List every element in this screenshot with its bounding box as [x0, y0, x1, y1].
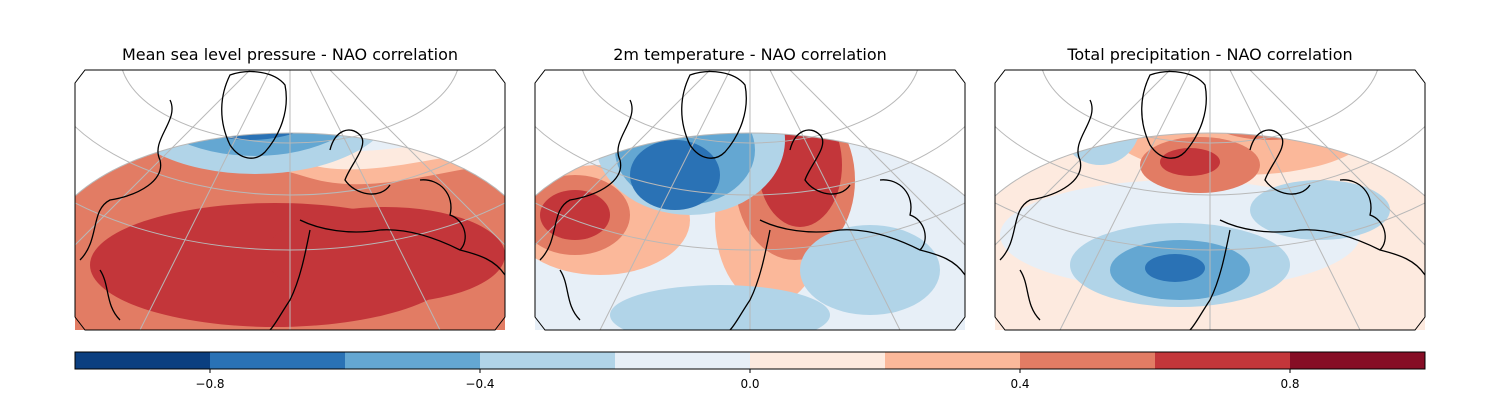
t2m-graticule [535, 70, 965, 330]
colorbar-bins [75, 352, 1425, 369]
t2m-field [535, 133, 965, 330]
title-tp: Total precipitation - NAO correlation [1067, 45, 1353, 64]
map-panel-tp [994, 69, 1426, 331]
colorbar-tick-label: 0.0 [740, 377, 759, 391]
colorbar: −0.8 −0.4 0.0 0.4 0.8 [74, 351, 1426, 391]
t2m-frame [534, 69, 966, 331]
colorbar-bin [750, 352, 885, 369]
tp-graticule [995, 70, 1425, 330]
colorbar-bin [885, 352, 1020, 369]
mslp-frame [74, 69, 506, 331]
title-t2m: 2m temperature - NAO correlation [613, 45, 887, 64]
colorbar-bin [615, 352, 750, 369]
map-panel-mslp [74, 69, 506, 331]
tp-frame [994, 69, 1426, 331]
colorbar-bin [1155, 352, 1290, 369]
colorbar-bin [210, 352, 345, 369]
colorbar-tick-label: 0.8 [1280, 377, 1299, 391]
mslp-coastlines [79, 71, 505, 330]
mslp-graticule [75, 70, 505, 330]
colorbar-bin [1020, 352, 1155, 369]
colorbar-bin [75, 352, 210, 369]
colorbar-ticks: −0.8 −0.4 0.0 0.4 0.8 [195, 369, 1300, 391]
colorbar-bin [345, 352, 480, 369]
title-mslp: Mean sea level pressure - NAO correlatio… [121, 45, 459, 64]
colorbar-tick-label: 0.4 [1010, 377, 1029, 391]
colorbar-bin [1290, 352, 1425, 369]
t2m-coastlines [539, 71, 965, 330]
tp-coastlines [999, 71, 1425, 330]
colorbar-tick-label: −0.4 [465, 377, 494, 391]
colorbar-bin [480, 352, 615, 369]
map-panel-t2m [534, 69, 966, 331]
colorbar-tick-label: −0.8 [195, 377, 224, 391]
